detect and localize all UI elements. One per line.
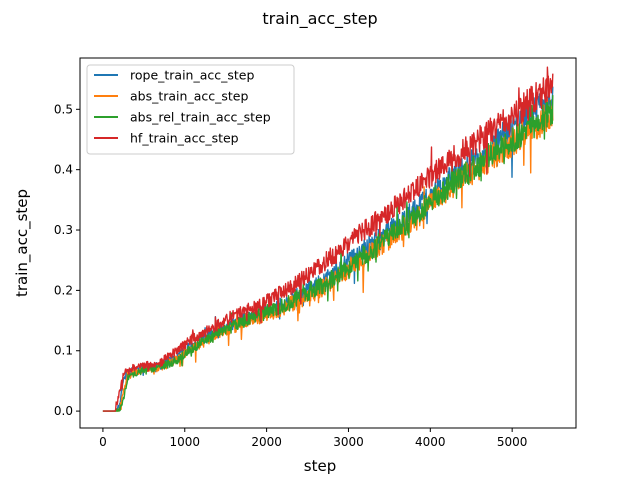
legend-label-abs_train_acc_step: abs_train_acc_step [130,89,248,104]
series-line-abs_rel_train_acc_step [102,95,554,412]
plot-frame [79,57,577,429]
y-tick-label: 0.5 [54,102,73,116]
x-tick-label: 4000 [415,435,446,449]
y-tick-label: 0.4 [54,163,73,177]
y-tick-label: 0.1 [54,344,73,358]
y-tick-label: 0.0 [54,404,73,418]
x-tick-label: 5000 [497,435,528,449]
legend-box [86,64,295,155]
x-tick-label: 0 [99,435,107,449]
y-tick-label: 0.3 [54,223,73,237]
chart-title: train_acc_step [262,9,377,29]
y-axis-ticks: 0.0 0.1 0.2 0.3 0.4 0.5 [54,102,80,418]
x-axis-label: step [304,457,336,475]
x-tick-label: 2000 [251,435,282,449]
series-lines [102,66,554,412]
legend-label-rope_train_acc_step: rope_train_acc_step [130,68,254,83]
x-tick-label: 3000 [333,435,364,449]
legend-label-abs_rel_train_acc_step: abs_rel_train_acc_step [130,110,271,125]
legend: rope_train_acc_step abs_train_acc_stepabs… [86,64,295,155]
x-tick-label: 1000 [169,435,200,449]
legend-label-hf_train_acc_step: hf_train_acc_step [130,131,239,146]
x-axis-ticks: 0 1000 2000 3000 4000 5000 [99,428,527,449]
y-axis-label: train_acc_step [13,189,32,297]
y-tick-label: 0.2 [54,283,73,297]
series-line-hf_train_acc_step [102,66,554,412]
